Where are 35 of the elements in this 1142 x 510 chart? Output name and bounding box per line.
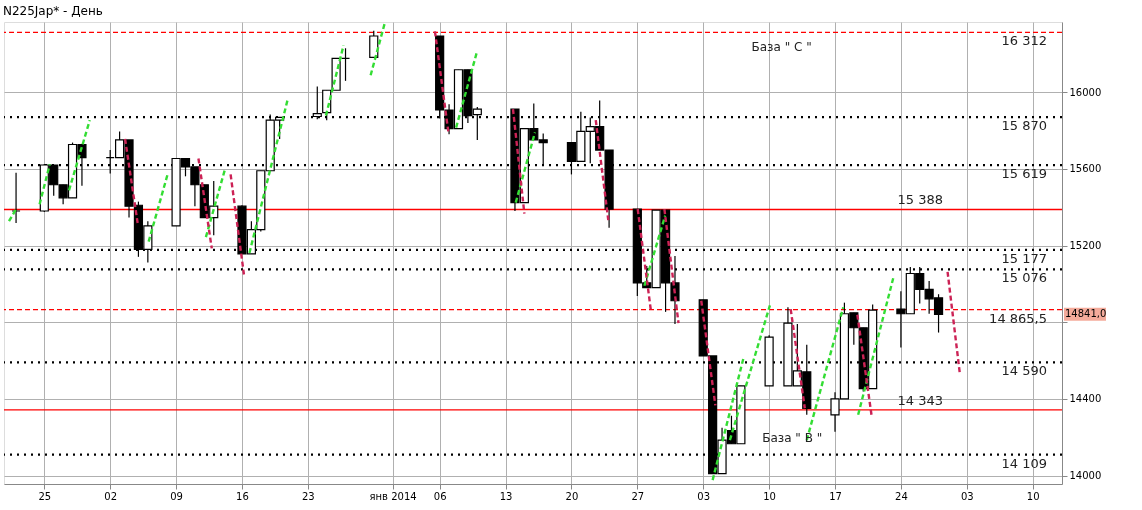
x-tick-label: 03 xyxy=(697,490,711,502)
x-tick-label: 17 xyxy=(829,490,842,502)
y-tick-label: 14000 xyxy=(1069,470,1102,482)
y-tick-label: 15200 xyxy=(1069,240,1102,252)
x-tick-label: 13 xyxy=(499,490,513,502)
y-tick-label: 14400 xyxy=(1069,393,1102,405)
ref-line-label: 15 076 xyxy=(1001,270,1047,286)
ref-line-label: 14 865,5 xyxy=(989,310,1047,326)
ref-line-label: 15 177 xyxy=(1001,250,1047,266)
annotation: База " C " xyxy=(751,40,812,55)
chart-title: N225Jap* - День xyxy=(2,3,103,18)
x-tick-label: 27 xyxy=(631,490,645,502)
x-tick-label: 24 xyxy=(895,490,908,502)
y-tick-label: 16000 xyxy=(1069,86,1102,98)
x-tick-label: янв 2014 xyxy=(369,490,417,502)
ref-line-label: 14 590 xyxy=(1001,363,1047,379)
x-tick-label: 06 xyxy=(433,490,447,502)
ref-line-label: 15 870 xyxy=(1001,118,1047,134)
annotation: База " B " xyxy=(762,430,823,445)
text: 14841,0 xyxy=(1065,308,1107,320)
x-tick-label: 02 xyxy=(104,490,118,502)
ref-line-label: 14 343 xyxy=(897,392,943,408)
x-tick-label: 03 xyxy=(960,490,974,502)
ref-line-label: 15 388 xyxy=(897,192,943,208)
ref-line-label: 14 109 xyxy=(1001,455,1047,471)
y-tick-label: 15600 xyxy=(1069,163,1102,175)
x-tick-label: 23 xyxy=(302,490,315,502)
x-tick-label: 25 xyxy=(38,490,52,502)
x-tick-label: 10 xyxy=(1026,490,1040,502)
ref-line-label: 16 312 xyxy=(1001,33,1047,49)
x-tick-label: 09 xyxy=(170,490,183,502)
x-tick-label: 16 xyxy=(236,490,249,502)
ref-line-label: 15 619 xyxy=(1001,166,1047,182)
x-tick-label: 20 xyxy=(565,490,579,502)
x-tick-label: 10 xyxy=(763,490,776,502)
